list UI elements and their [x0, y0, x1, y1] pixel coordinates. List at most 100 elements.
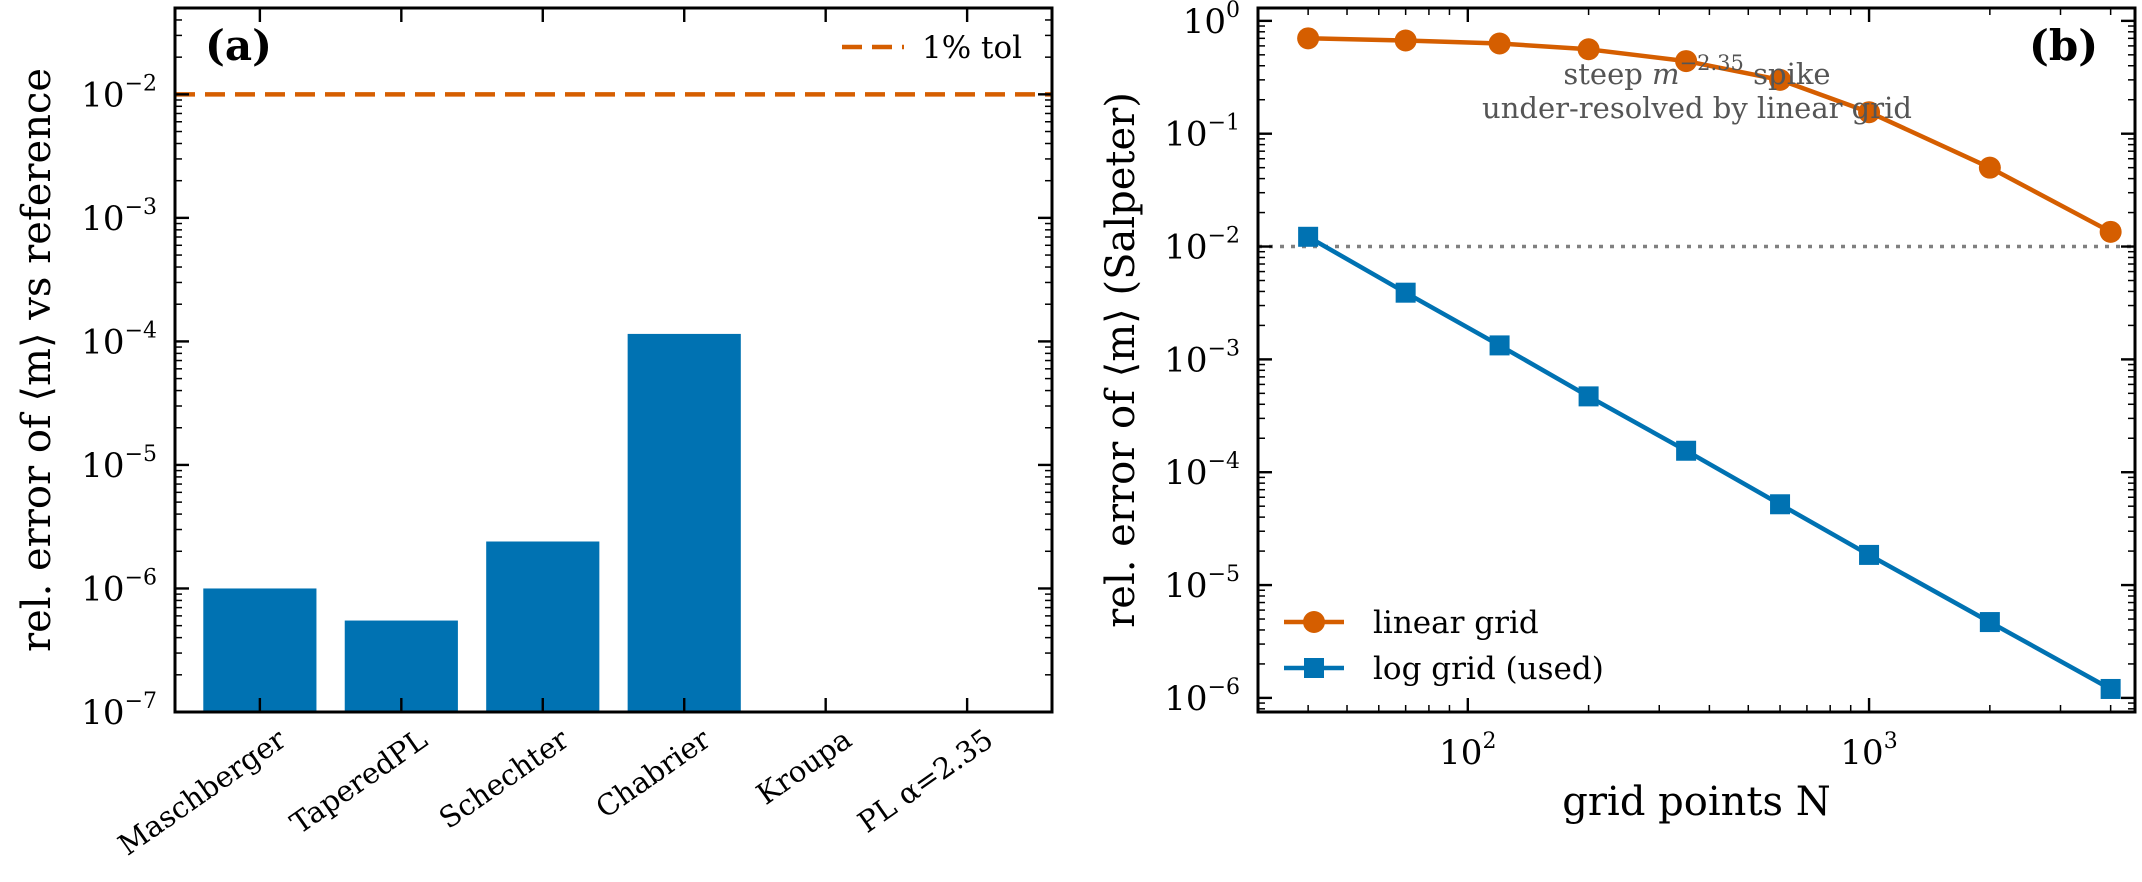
- series-1-point: [1577, 38, 1600, 61]
- y-tick-label-exp: −1: [1208, 111, 1240, 136]
- x-tick-label-base: 10: [1840, 733, 1883, 773]
- x-tick-label: Chabrier: [590, 722, 717, 825]
- series-2-point: [1676, 440, 1697, 461]
- legend-tol-label: 1% tol: [922, 30, 1022, 66]
- series-2-point: [1770, 494, 1791, 515]
- x-tick-label: Maschberger: [112, 722, 292, 862]
- y-tick-label-base: 10: [81, 322, 124, 362]
- series-2-point: [1578, 386, 1599, 407]
- y-tick-label-exp: −3: [125, 195, 157, 220]
- panel-b-y-axis-label: rel. error of ⟨m⟩ (Salpeter): [1098, 92, 1144, 628]
- panel-a-ticks: [175, 7, 1052, 714]
- y-tick-label-exp: −3: [1208, 336, 1240, 361]
- bar-2: [344, 620, 458, 712]
- panel-a: 10−710−610−510−410−310−2 MaschbergerTape…: [14, 6, 1054, 862]
- y-tick-label-base: 10: [1164, 566, 1207, 606]
- y-tick-label-exp: −6: [125, 565, 157, 590]
- series-1-point: [1675, 50, 1698, 73]
- y-tick-label-exp: −5: [1208, 562, 1240, 587]
- panel-a-y-axis-label: rel. error of ⟨m⟩ vs reference: [14, 68, 60, 652]
- panel-b-x-tick-labels: 102 103: [1439, 729, 1898, 773]
- x-tick-label-base: 10: [1439, 733, 1482, 773]
- x-tick-label-exp: 2: [1482, 729, 1496, 754]
- y-tick-label-base: 10: [81, 693, 124, 733]
- legend-swatch-marker: [1303, 611, 1325, 633]
- y-tick-label-base: 10: [1164, 228, 1207, 268]
- y-tick-label: 10−2: [81, 71, 157, 115]
- panel-a-legend: 1% tol: [842, 30, 1022, 66]
- y-tick-label: 10−3: [81, 195, 157, 239]
- y-tick-label-base: 10: [81, 446, 124, 486]
- y-tick-label-base: 10: [1164, 453, 1207, 493]
- y-tick-label-base: 10: [1164, 340, 1207, 380]
- y-tick-label-exp: −7: [125, 689, 157, 714]
- series-1-point: [2099, 220, 2122, 243]
- series-2-point: [1489, 335, 1510, 356]
- y-tick-label: 10−4: [1164, 449, 1240, 493]
- y-tick-label: 10−5: [81, 442, 157, 486]
- x-tick-label: TaperedPL: [284, 722, 433, 841]
- annotation: steep m−2.35 spike under-resolved by lin…: [1482, 51, 1912, 125]
- series-2-point: [1395, 282, 1416, 303]
- series-1-point: [1769, 68, 1792, 91]
- y-tick-label-base: 10: [1164, 115, 1207, 155]
- y-tick-label-exp: 0: [1226, 0, 1240, 23]
- panel-a-y-tick-labels: 10−710−610−510−410−310−2: [81, 71, 157, 733]
- y-tick-label-exp: −2: [125, 71, 157, 96]
- x-tick-label: 102: [1439, 729, 1496, 773]
- bar-3: [486, 541, 600, 712]
- bar-1: [203, 588, 317, 712]
- y-tick-label-base: 10: [81, 569, 124, 609]
- panel-b-ticks: [1257, 8, 2135, 712]
- series-1-point: [1858, 101, 1881, 124]
- y-tick-label-exp: −4: [1208, 449, 1240, 474]
- y-tick-label: 10−6: [81, 565, 157, 609]
- x-tick-label: PL α=2.35: [851, 722, 999, 840]
- bar-4: [627, 333, 741, 712]
- series-2-point: [2100, 678, 2121, 699]
- series-2-point: [1979, 612, 2000, 633]
- x-tick-label: 103: [1840, 729, 1897, 773]
- panel-b-x-axis-label: grid points N: [1562, 779, 1830, 825]
- y-tick-label: 10−5: [1164, 562, 1240, 606]
- y-tick-label: 10−4: [81, 318, 157, 362]
- y-tick-label: 10−7: [81, 689, 157, 733]
- annotation-line-1: steep m−2.35 spike: [1563, 51, 1830, 91]
- series-group: [1297, 27, 2122, 699]
- y-tick-label: 100: [1183, 0, 1240, 42]
- series-2-point: [1298, 226, 1319, 247]
- y-tick-label-base: 10: [81, 199, 124, 239]
- bar-group: [203, 333, 741, 712]
- y-tick-label-exp: −5: [125, 442, 157, 467]
- panel-b-legend: linear grid log grid (used): [1284, 605, 1604, 687]
- x-tick-label-exp: 3: [1884, 729, 1898, 754]
- annotation-var: m: [1652, 57, 1680, 91]
- y-tick-label-base: 10: [81, 75, 124, 115]
- x-tick-label: Schechter: [433, 722, 575, 836]
- y-tick-label: 10−3: [1164, 336, 1240, 380]
- series-1-point: [1394, 29, 1417, 52]
- annotation-exp: −2.35: [1680, 51, 1744, 75]
- series-1-point: [1488, 32, 1511, 55]
- legend-label: linear grid: [1373, 605, 1539, 641]
- series-1-point: [1297, 27, 1320, 50]
- y-tick-label: 10−1: [1164, 111, 1240, 155]
- y-tick-label: 10−2: [1164, 224, 1240, 268]
- series-2-point: [1859, 544, 1880, 565]
- y-tick-label-exp: −4: [125, 318, 157, 343]
- legend-label: log grid (used): [1373, 651, 1604, 687]
- y-tick-label-exp: −2: [1208, 224, 1240, 249]
- annotation-line-2: under-resolved by linear grid: [1482, 91, 1912, 125]
- series-1-point: [1978, 156, 2001, 179]
- panel-a-label: (a): [205, 21, 272, 70]
- x-tick-label: Kroupa: [750, 722, 858, 812]
- annotation-prefix: steep: [1563, 57, 1652, 91]
- y-tick-label-exp: −6: [1208, 675, 1240, 700]
- annotation-suffix: spike: [1744, 57, 1831, 91]
- y-tick-label-base: 10: [1164, 679, 1207, 719]
- legend-swatch-marker: [1304, 658, 1324, 678]
